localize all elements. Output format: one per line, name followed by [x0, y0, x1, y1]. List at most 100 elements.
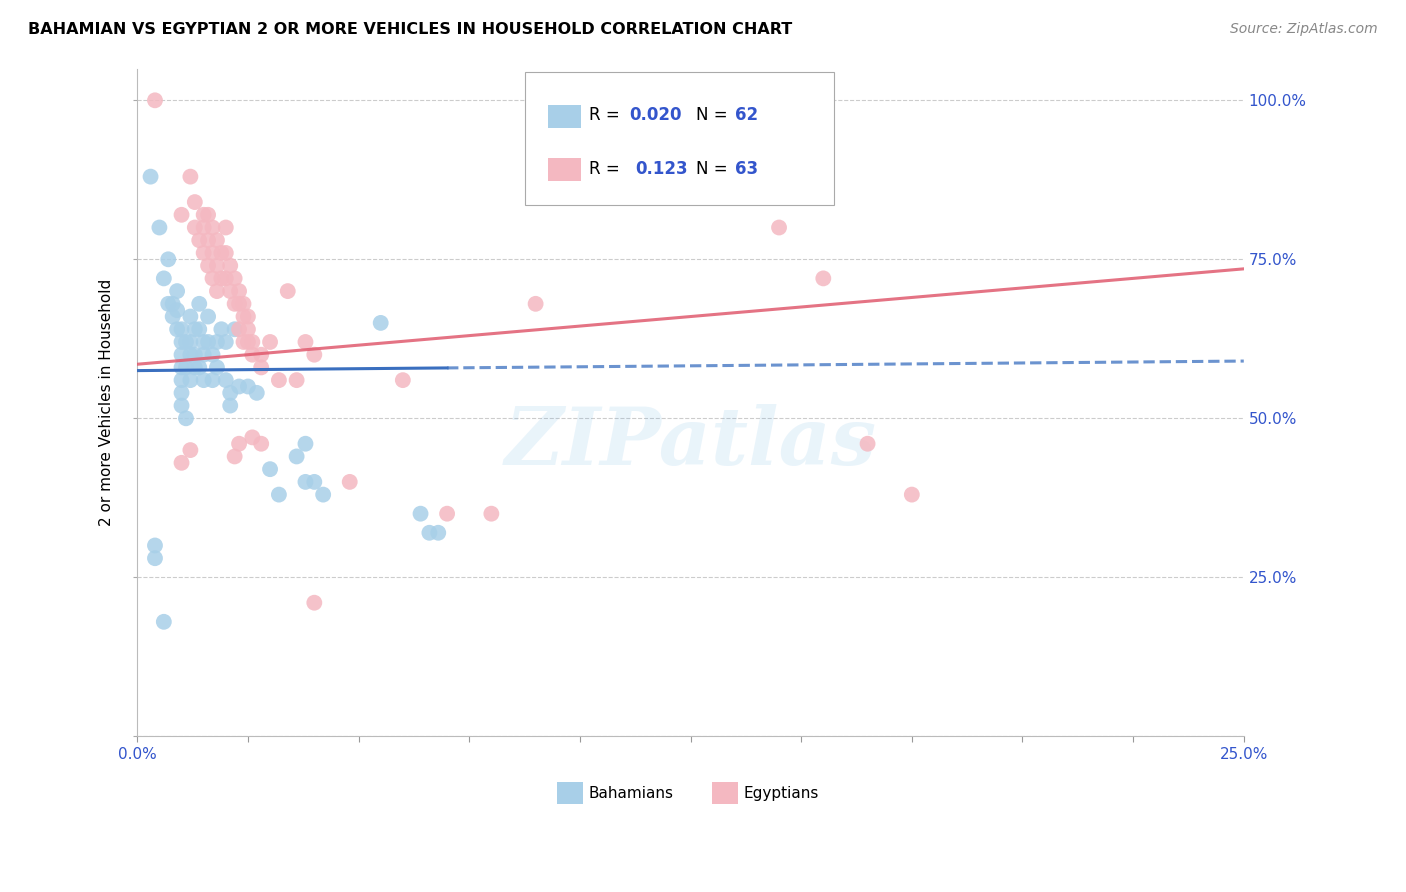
- Point: [339, 475, 361, 489]
- Point: [170, 399, 193, 413]
- Point: [174, 411, 197, 425]
- Point: [205, 233, 228, 247]
- Point: [304, 475, 326, 489]
- Text: Bahamians: Bahamians: [589, 786, 673, 800]
- Point: [193, 373, 215, 387]
- Point: [166, 284, 188, 298]
- Point: [277, 284, 299, 298]
- Point: [193, 348, 215, 362]
- Point: [153, 615, 176, 629]
- Point: [768, 220, 790, 235]
- Point: [370, 316, 392, 330]
- Point: [813, 271, 835, 285]
- Point: [250, 360, 273, 375]
- Point: [201, 271, 224, 285]
- Point: [267, 373, 290, 387]
- Point: [219, 399, 242, 413]
- Point: [184, 322, 207, 336]
- Text: BAHAMIAN VS EGYPTIAN 2 OR MORE VEHICLES IN HOUSEHOLD CORRELATION CHART: BAHAMIAN VS EGYPTIAN 2 OR MORE VEHICLES …: [28, 22, 793, 37]
- Point: [209, 322, 232, 336]
- Point: [188, 360, 211, 375]
- Point: [219, 284, 242, 298]
- Point: [170, 360, 193, 375]
- Point: [236, 310, 259, 324]
- Point: [193, 220, 215, 235]
- Point: [240, 430, 263, 444]
- Point: [174, 334, 197, 349]
- Point: [197, 259, 219, 273]
- Point: [240, 348, 263, 362]
- Point: [228, 284, 250, 298]
- Point: [259, 334, 281, 349]
- Text: 0.123: 0.123: [636, 160, 688, 178]
- Point: [188, 297, 211, 311]
- Point: [143, 93, 166, 107]
- Point: [215, 271, 238, 285]
- Point: [228, 379, 250, 393]
- Point: [157, 252, 180, 267]
- Point: [184, 348, 207, 362]
- Point: [184, 195, 207, 210]
- Point: [236, 379, 259, 393]
- Text: Egyptians: Egyptians: [744, 786, 820, 800]
- Point: [188, 233, 211, 247]
- Text: ZIPatlas: ZIPatlas: [505, 404, 876, 481]
- Point: [236, 322, 259, 336]
- Point: [170, 322, 193, 336]
- FancyBboxPatch shape: [548, 104, 581, 128]
- Point: [201, 348, 224, 362]
- Point: [479, 507, 502, 521]
- Point: [285, 373, 308, 387]
- Point: [250, 436, 273, 450]
- Point: [157, 297, 180, 311]
- Point: [224, 450, 246, 464]
- Text: 62: 62: [735, 106, 758, 124]
- Point: [702, 144, 724, 158]
- Point: [179, 443, 201, 458]
- Text: Source: ZipAtlas.com: Source: ZipAtlas.com: [1230, 22, 1378, 37]
- Text: 0.020: 0.020: [630, 106, 682, 124]
- Point: [215, 246, 238, 260]
- Point: [162, 297, 184, 311]
- Point: [285, 450, 308, 464]
- Point: [228, 322, 250, 336]
- Point: [193, 208, 215, 222]
- Point: [224, 322, 246, 336]
- Point: [304, 596, 326, 610]
- Point: [184, 220, 207, 235]
- Point: [224, 297, 246, 311]
- Point: [240, 334, 263, 349]
- FancyBboxPatch shape: [711, 782, 738, 804]
- Point: [228, 436, 250, 450]
- Point: [267, 487, 290, 501]
- Point: [224, 271, 246, 285]
- Point: [197, 334, 219, 349]
- Y-axis label: 2 or more Vehicles in Household: 2 or more Vehicles in Household: [100, 279, 114, 526]
- Point: [193, 246, 215, 260]
- Point: [153, 271, 176, 285]
- Point: [250, 348, 273, 362]
- Point: [524, 297, 547, 311]
- Point: [215, 373, 238, 387]
- Point: [312, 487, 335, 501]
- FancyBboxPatch shape: [557, 782, 583, 804]
- Point: [197, 310, 219, 324]
- Point: [409, 507, 432, 521]
- Point: [143, 551, 166, 566]
- Text: R =: R =: [589, 160, 630, 178]
- Point: [232, 334, 254, 349]
- Point: [174, 360, 197, 375]
- Point: [219, 259, 242, 273]
- Point: [170, 208, 193, 222]
- FancyBboxPatch shape: [548, 158, 581, 181]
- Point: [170, 456, 193, 470]
- Point: [232, 310, 254, 324]
- Point: [170, 385, 193, 400]
- Point: [215, 220, 238, 235]
- Point: [166, 322, 188, 336]
- Point: [179, 373, 201, 387]
- Point: [418, 525, 440, 540]
- Text: R =: R =: [589, 106, 624, 124]
- Point: [197, 208, 219, 222]
- Point: [205, 360, 228, 375]
